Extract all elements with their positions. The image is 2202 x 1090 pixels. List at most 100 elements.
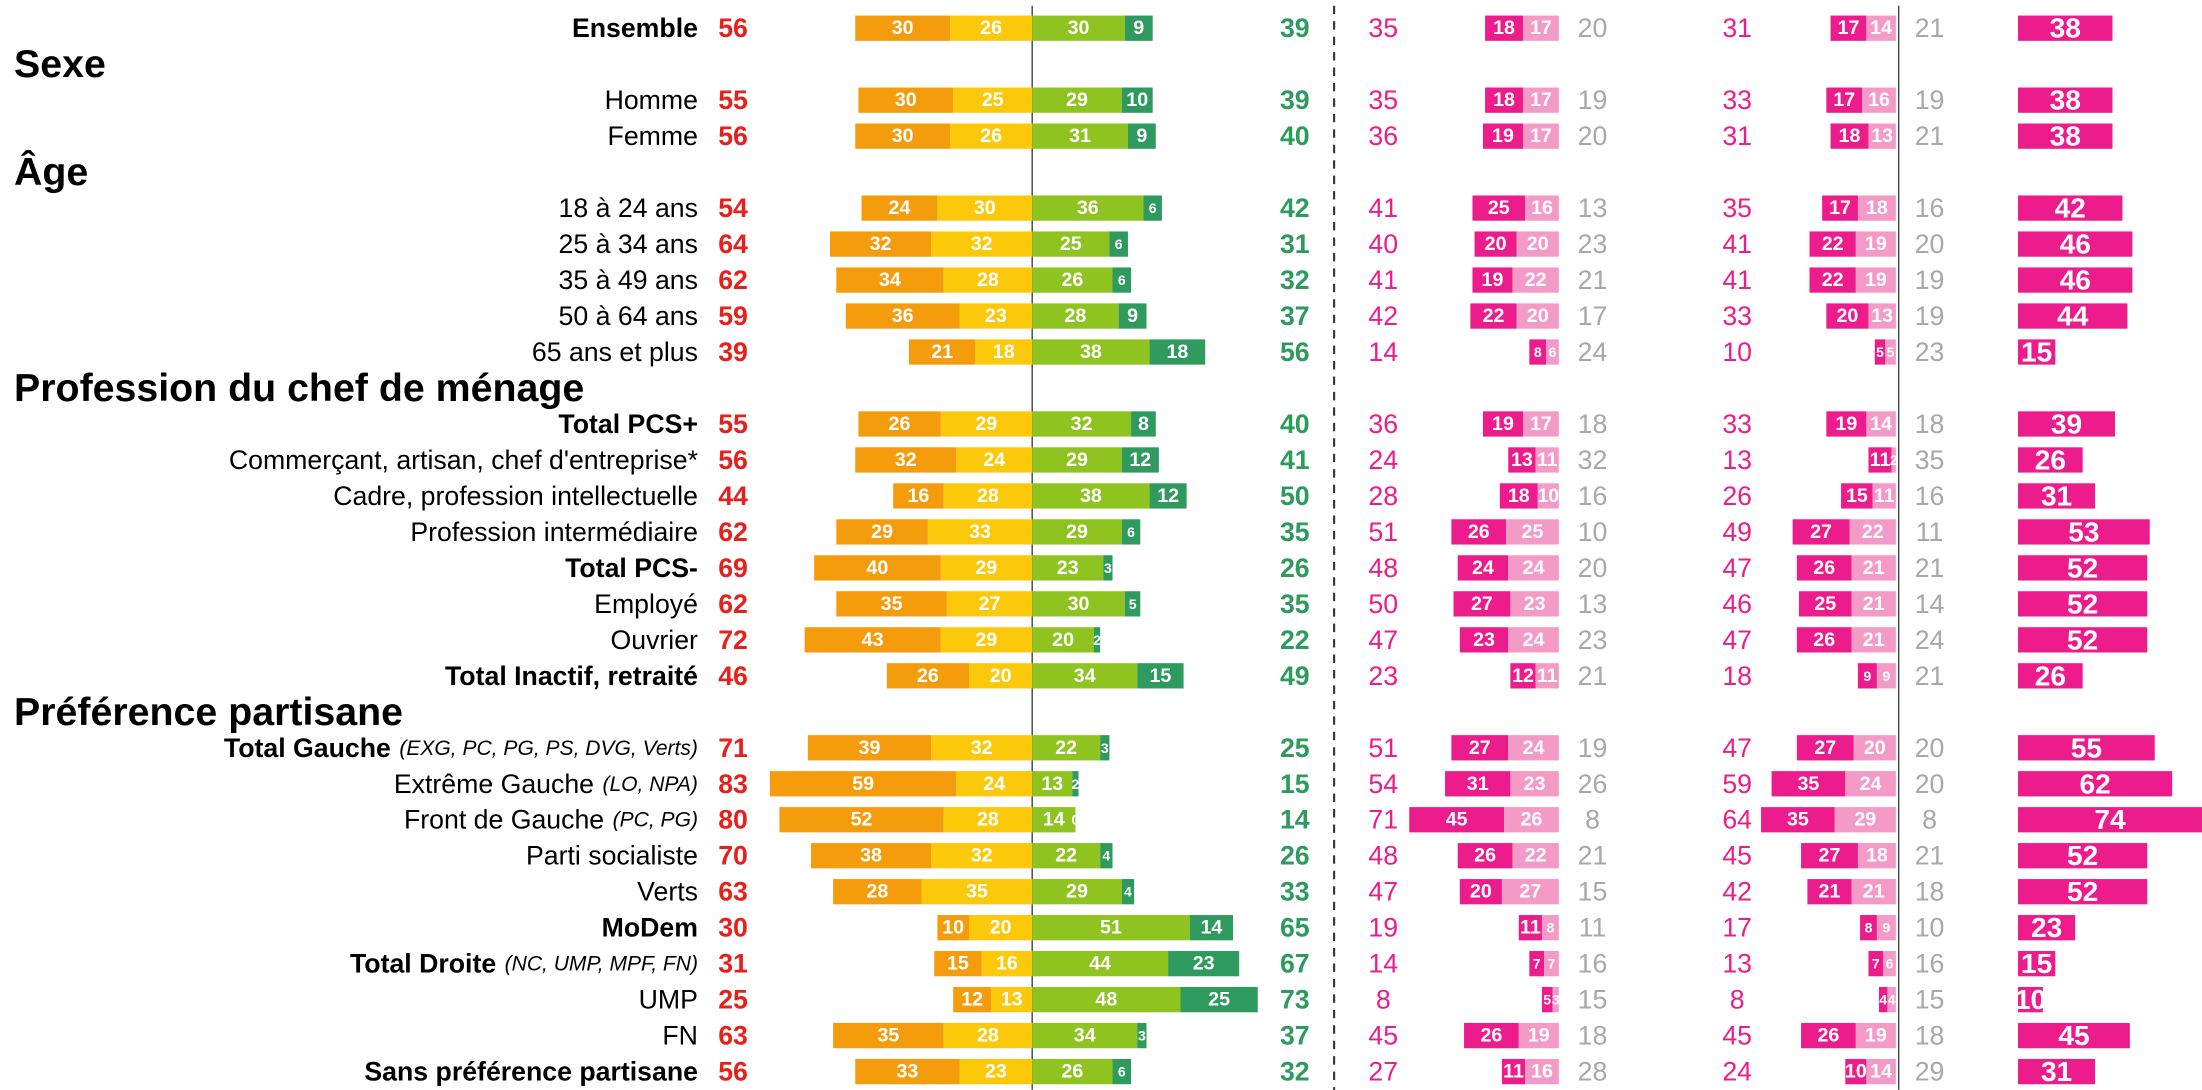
green-total: 33 <box>1280 877 1310 907</box>
bar <box>2018 411 2115 437</box>
bar-label: 52 <box>2067 876 2098 907</box>
bar-label: 35 <box>881 593 903 615</box>
bar-label: 22 <box>1822 233 1844 255</box>
bar <box>1834 807 1896 833</box>
gray-value: 18 <box>1915 877 1945 907</box>
pink-total: 54 <box>1368 769 1398 799</box>
bar <box>1857 843 1896 869</box>
green-total: 39 <box>1280 13 1310 43</box>
bar <box>1546 339 1559 365</box>
label-text: Profession intermédiaire <box>410 517 698 547</box>
pink-total: 35 <box>1368 85 1398 115</box>
bar <box>1841 483 1873 509</box>
bar <box>1855 231 1896 257</box>
bar-label: 5 <box>1876 344 1884 360</box>
bar <box>2018 627 2148 653</box>
bar-label: 29 <box>975 557 997 579</box>
row-label: Ensemble <box>572 13 698 43</box>
bar <box>1032 843 1101 869</box>
row-label: Employé <box>594 589 698 619</box>
gray-value: 35 <box>1915 445 1945 475</box>
bar-label: 6 <box>1127 524 1135 540</box>
bar-label: 17 <box>1530 413 1552 435</box>
bar <box>1830 15 1867 41</box>
total: 46 <box>718 661 748 691</box>
bar <box>953 87 1033 113</box>
bar-label: 15 <box>1149 665 1171 687</box>
bar-label: 39 <box>859 737 881 759</box>
bar-label: 52 <box>2067 624 2098 655</box>
bar-label: 27 <box>1819 845 1841 867</box>
bar-label: 16 <box>907 485 929 507</box>
bar-label: 19 <box>1865 233 1887 255</box>
label-text: 35 à 49 ans <box>559 265 698 295</box>
bar <box>940 411 1033 437</box>
bar-label: 52 <box>851 809 873 831</box>
gray-value: 20 <box>1915 769 1945 799</box>
bar-label: 6 <box>1149 200 1157 216</box>
row-label: Total Droite (NC, UMP, MPF, FN) <box>350 949 698 979</box>
bar-label: 34 <box>879 269 901 291</box>
green-total: 40 <box>1280 409 1310 439</box>
bar <box>1472 267 1513 293</box>
bar-label: 35 <box>1787 809 1809 831</box>
bar <box>1143 195 1162 221</box>
pink-total: 47 <box>1722 733 1752 763</box>
gray-value: 24 <box>1915 625 1945 655</box>
bar-label: 6 <box>1118 1064 1126 1080</box>
bar <box>814 555 941 581</box>
bar-label: 35 <box>877 1025 899 1047</box>
total: 70 <box>718 841 748 871</box>
label-text: Extrême Gauche <box>394 769 594 799</box>
bar <box>1529 339 1547 365</box>
bar-label: 25 <box>1488 197 1510 219</box>
bar <box>1771 771 1846 797</box>
label-note: (LO, NPA) <box>602 772 698 795</box>
bar <box>1851 591 1896 617</box>
bar-label: 3 <box>1138 1028 1146 1044</box>
pink-total: 33 <box>1722 409 1752 439</box>
bar <box>833 879 922 905</box>
green-total: 49 <box>1280 661 1310 691</box>
bar <box>1801 843 1858 869</box>
bar-label: 39 <box>2051 408 2082 439</box>
bar-label: 20 <box>1527 305 1549 327</box>
gray-value: 21 <box>1915 841 1945 871</box>
bar-label: 26 <box>1480 1025 1502 1047</box>
gray-value: 20 <box>1578 13 1608 43</box>
bar-label: 3 <box>1101 740 1109 756</box>
bar-label: 19 <box>1865 1025 1887 1047</box>
pink-total: 47 <box>1368 877 1398 907</box>
row-label: Total Gauche (EXG, PC, PG, PS, DVG, Verts… <box>224 733 698 763</box>
green-total: 35 <box>1280 517 1310 547</box>
row-label: Total Inactif, retraité <box>445 661 698 691</box>
bar <box>1032 339 1150 365</box>
total: 62 <box>718 265 748 295</box>
pink-total: 45 <box>1722 1021 1752 1051</box>
bar <box>2018 663 2083 689</box>
gray-value: 16 <box>1915 193 1945 223</box>
bar <box>1860 915 1877 941</box>
row-label: Verts <box>637 877 698 907</box>
bar-label: 25 <box>1814 593 1836 615</box>
bar-label: 36 <box>892 305 914 327</box>
bar-label: 23 <box>1193 953 1215 975</box>
bar <box>1032 591 1125 617</box>
gray-value: 15 <box>1578 985 1608 1015</box>
bar <box>2018 915 2076 941</box>
green-total: 26 <box>1280 553 1310 583</box>
bar <box>1541 915 1559 941</box>
bar-label: 5 <box>1543 992 1551 1008</box>
bar-label: 26 <box>1474 845 1496 867</box>
bar-label: 17 <box>1838 17 1860 39</box>
bar <box>1409 807 1505 833</box>
bar <box>1809 231 1856 257</box>
bar <box>1124 591 1141 617</box>
gray-value: 13 <box>1578 193 1608 223</box>
bar <box>1885 339 1896 365</box>
gray-value: 14 <box>1915 589 1945 619</box>
total: 54 <box>718 193 748 223</box>
bar-label: 31 <box>1467 773 1489 795</box>
bar <box>2018 519 2150 545</box>
bar <box>1516 231 1559 257</box>
